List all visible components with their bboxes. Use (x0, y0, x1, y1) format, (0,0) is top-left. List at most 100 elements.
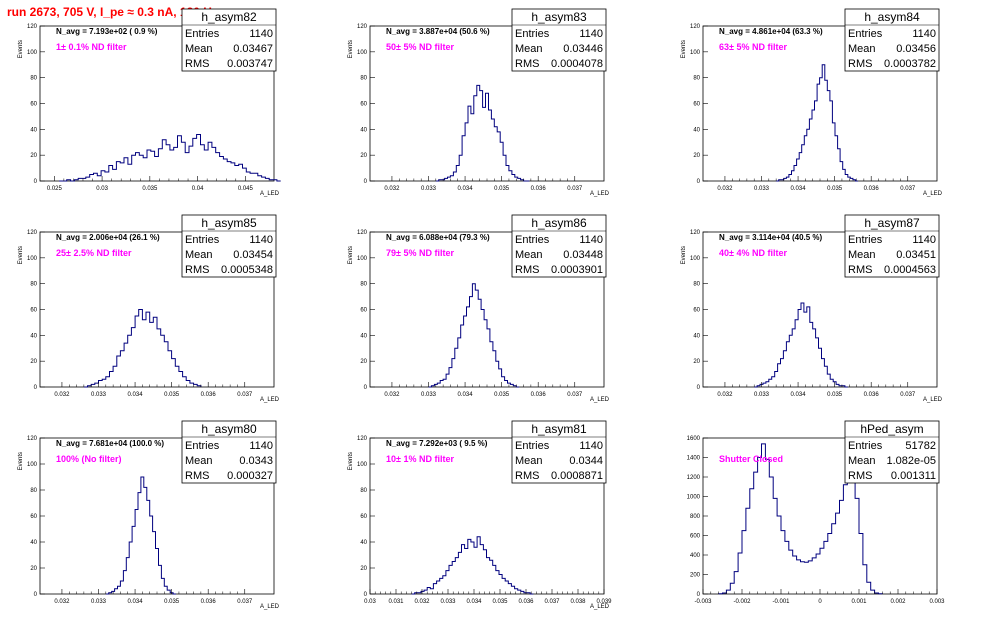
x-tick-label: 0.032 (384, 186, 400, 192)
x-axis-label: A_LED (260, 191, 280, 197)
y-axis-label: Events (18, 452, 24, 470)
stats-mean-value: 0.03467 (233, 43, 273, 55)
stats-title: h_asym83 (531, 10, 587, 24)
x-tick-label: 0.032 (717, 392, 733, 398)
stats-rms-value: 0.0004563 (884, 264, 936, 276)
stats-box (844, 8, 940, 72)
y-tick-label: 120 (27, 436, 38, 442)
x-tick-label: 0.033 (754, 392, 770, 398)
histogram-series (754, 302, 848, 388)
stats-title: h_asym86 (531, 216, 587, 230)
stats-entries-label: Entries (515, 234, 550, 246)
y-tick-label: 120 (690, 230, 701, 236)
y-tick-label: 100 (27, 462, 38, 468)
y-axis-label: Events (681, 40, 687, 58)
histogram-series (776, 64, 858, 182)
x-axis-label: A_LED (923, 191, 943, 197)
y-tick-label: 0 (697, 592, 701, 598)
x-tick-label: 0.033 (421, 392, 437, 398)
y-tick-label: 80 (693, 282, 700, 288)
histogram-panel-h_asym84: 0.032 0.033 0.034 0.035 0.036 0.037 0 20 40 60 80 1… (681, 8, 943, 197)
stats-rms-label: RMS (848, 470, 872, 482)
y-axis-label: Events (348, 40, 354, 58)
navg-label: N_avg = 7.193e+02 ( 0.9 %) (56, 27, 158, 36)
x-tick-label: 0.036 (518, 599, 534, 605)
x-tick-label: 0.037 (567, 186, 583, 192)
histogram-panel-hPed_asym: -0.003 -0.002 -0.001 0 0.001 0.002 0.003 0 200 40… (687, 420, 945, 605)
y-tick-label: 80 (30, 76, 37, 82)
y-tick-label: 1200 (687, 475, 701, 481)
y-tick-label: 60 (30, 102, 37, 108)
stats-entries-value: 1140 (579, 28, 603, 40)
y-tick-label: 1600 (687, 436, 701, 442)
stats-mean-label: Mean (848, 455, 876, 467)
stats-rms-value: 0.0004078 (551, 58, 603, 70)
y-tick-label: 200 (690, 573, 701, 579)
stats-mean-label: Mean (185, 249, 213, 261)
stats-box (511, 420, 607, 484)
filter-label: 10± 1% ND filter (386, 454, 454, 464)
navg-label: N_avg = 7.681e+04 (100.0 %) (56, 439, 164, 448)
stats-entries-value: 1140 (249, 234, 273, 246)
histogram-panel-h_asym80: 0.032 0.033 0.034 0.035 0.036 0.037 0 20 40 60 80 1… (18, 420, 280, 610)
y-tick-label: 60 (30, 514, 37, 520)
stats-mean-value: 0.0344 (569, 455, 603, 467)
x-axis-label: A_LED (260, 397, 280, 403)
x-axis-label: A_LED (923, 397, 943, 403)
y-tick-label: 0 (364, 592, 368, 598)
y-tick-label: 120 (357, 436, 368, 442)
x-tick-label: 0.037 (900, 186, 916, 192)
y-tick-label: 40 (30, 333, 37, 339)
histogram-series (105, 476, 176, 595)
stats-entries-label: Entries (848, 28, 883, 40)
filter-label: Shutter Closed (719, 454, 783, 464)
y-tick-label: 120 (357, 24, 368, 30)
x-tick-label: 0.036 (531, 186, 547, 192)
y-tick-label: 0 (364, 179, 368, 185)
y-tick-label: 0 (697, 385, 701, 391)
y-tick-label: 600 (690, 534, 701, 540)
stats-title: h_asym81 (531, 422, 587, 436)
y-tick-label: 20 (30, 153, 37, 159)
x-tick-label: 0.034 (791, 186, 807, 192)
x-tick-label: 0.032 (54, 599, 70, 605)
y-axis-label: Events (681, 246, 687, 264)
histogram-series (428, 283, 520, 388)
x-tick-label: -0.001 (772, 599, 790, 605)
y-tick-label: 60 (360, 102, 367, 108)
x-axis-label: A_LED (260, 604, 280, 610)
x-tick-label: 0.034 (466, 599, 482, 605)
x-tick-label: 0.036 (531, 392, 547, 398)
stats-box (511, 214, 607, 278)
stats-entries-value: 1140 (249, 28, 273, 40)
y-tick-label: 60 (360, 514, 367, 520)
y-tick-label: 0 (34, 592, 38, 598)
y-tick-label: 20 (30, 566, 37, 572)
stats-mean-value: 1.082e-05 (886, 455, 936, 467)
filter-label: 50± 5% ND filter (386, 42, 454, 52)
stats-title: h_asym84 (864, 10, 920, 24)
x-tick-label: 0.033 (421, 186, 437, 192)
x-tick-label: 0.037 (544, 599, 560, 605)
x-tick-label: 0.003 (929, 599, 945, 605)
y-tick-label: 120 (357, 230, 368, 236)
stats-rms-label: RMS (185, 470, 209, 482)
histogram-series (411, 536, 534, 595)
x-tick-label: 0.001 (851, 599, 867, 605)
x-tick-label: 0.002 (890, 599, 906, 605)
y-tick-label: 60 (693, 102, 700, 108)
stats-entries-label: Entries (185, 234, 220, 246)
x-tick-label: 0.036 (864, 186, 880, 192)
histogram-series (83, 309, 202, 388)
x-tick-label: 0.045 (238, 186, 254, 192)
y-tick-label: 120 (27, 230, 38, 236)
x-tick-label: 0.037 (237, 392, 253, 398)
stats-entries-value: 51782 (905, 440, 936, 452)
x-tick-label: 0.035 (827, 392, 843, 398)
stats-box (844, 214, 940, 278)
y-tick-label: 20 (693, 153, 700, 159)
x-tick-label: 0.032 (717, 186, 733, 192)
x-axis-label: A_LED (590, 191, 610, 197)
y-tick-label: 40 (30, 540, 37, 546)
histogram-series (435, 84, 530, 182)
